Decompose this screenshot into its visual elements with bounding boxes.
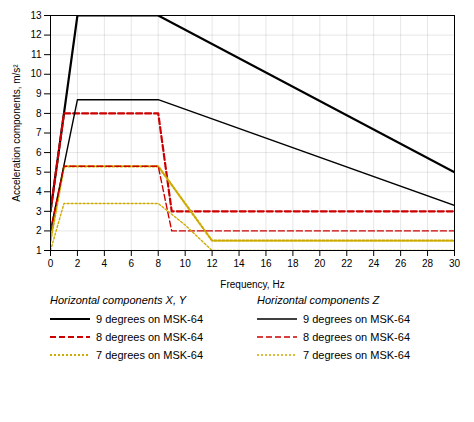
svg-text:5: 5 xyxy=(36,166,42,177)
svg-text:9: 9 xyxy=(36,88,42,99)
svg-text:11: 11 xyxy=(31,49,42,60)
svg-text:2: 2 xyxy=(36,225,42,236)
html-text:7 degrees on MSK-64: 7 degrees on MSK-64 xyxy=(303,349,410,361)
svg-text:24: 24 xyxy=(368,258,380,269)
svg-text:2: 2 xyxy=(75,258,81,269)
svg-text:13: 13 xyxy=(30,10,42,21)
svg-text:16: 16 xyxy=(260,258,272,269)
svg-text:8: 8 xyxy=(36,108,42,119)
html-text:8 degrees on MSK-64: 8 degrees on MSK-64 xyxy=(96,331,203,343)
svg-text:10: 10 xyxy=(180,258,192,269)
svg-text:28: 28 xyxy=(422,258,434,269)
svg-text:18: 18 xyxy=(287,258,299,269)
svg-text:22: 22 xyxy=(341,258,353,269)
svg-text:12: 12 xyxy=(207,258,219,269)
html-text:7 degrees on MSK-64: 7 degrees on MSK-64 xyxy=(96,349,203,361)
html-text:Horizontal components Z: Horizontal components Z xyxy=(257,294,380,306)
svg-text:4: 4 xyxy=(36,186,42,197)
html-text:8 degrees on MSK-64: 8 degrees on MSK-64 xyxy=(303,331,410,343)
svg-text:6: 6 xyxy=(129,258,135,269)
svg-text:3: 3 xyxy=(36,206,42,217)
svg-text:1: 1 xyxy=(36,245,42,256)
svg-text:8: 8 xyxy=(155,258,161,269)
html-text:Horizontal components X, Y: Horizontal components X, Y xyxy=(50,294,187,306)
svg-text:Acceleration components, m/s²: Acceleration components, m/s² xyxy=(11,64,22,202)
svg-text:Frequency, Hz: Frequency, Hz xyxy=(220,279,284,290)
svg-text:12: 12 xyxy=(30,29,42,40)
svg-text:26: 26 xyxy=(395,258,407,269)
svg-text:6: 6 xyxy=(36,147,42,158)
svg-text:0: 0 xyxy=(48,258,54,269)
svg-text:4: 4 xyxy=(102,258,108,269)
svg-text:30: 30 xyxy=(449,258,461,269)
html-text:9 degrees on MSK-64: 9 degrees on MSK-64 xyxy=(96,313,203,325)
svg-text:7: 7 xyxy=(36,127,42,138)
html-text:9 degrees on MSK-64: 9 degrees on MSK-64 xyxy=(303,313,410,325)
svg-text:14: 14 xyxy=(233,258,245,269)
svg-text:10: 10 xyxy=(30,68,42,79)
svg-text:20: 20 xyxy=(314,258,326,269)
